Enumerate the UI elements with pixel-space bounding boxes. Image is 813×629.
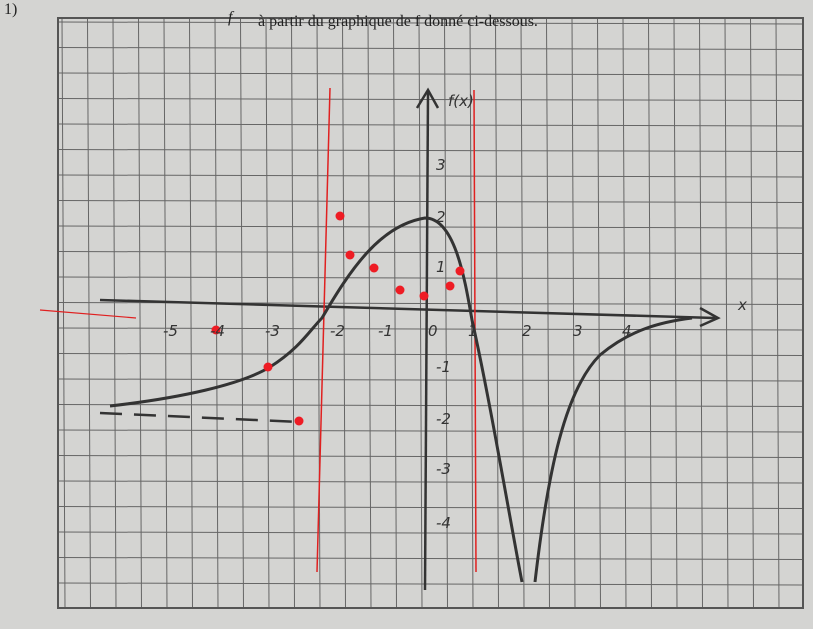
grid-line [57, 21, 804, 25]
red-mark [39, 309, 137, 319]
red-point [369, 263, 379, 273]
y-tick-label: 2 [436, 208, 446, 226]
grid-line [112, 17, 117, 609]
function-symbol: f [228, 9, 235, 26]
curve-right [533, 316, 693, 583]
grid-line [57, 455, 804, 458]
x-tick-label: -2 [330, 322, 345, 340]
x-tick-label: 1 [468, 322, 478, 340]
x-axis [99, 298, 716, 320]
grid-line [342, 17, 346, 609]
grid-line [57, 353, 804, 356]
x-tick-label: 0 [428, 322, 438, 340]
grid-line [61, 17, 66, 609]
tick-labels: -5 -4 -3 -2 -1 0 1 2 3 4 3 2 1 -1 -2 -3 -4 [163, 156, 632, 532]
x-tick-label: 3 [573, 322, 583, 340]
grid-line [57, 429, 804, 433]
x-tick-label: -5 [163, 322, 178, 340]
red-points [211, 211, 465, 426]
red-point [263, 362, 273, 372]
question-number: 1) [4, 1, 17, 18]
grid-line [597, 17, 601, 609]
grid-line [367, 17, 372, 609]
y-arrow [415, 87, 440, 109]
grid-line [265, 17, 270, 609]
x-tick-label: -1 [378, 322, 393, 340]
red-point [419, 291, 429, 301]
y-tick-label: -1 [436, 358, 451, 376]
x-tick-label: -3 [265, 322, 280, 340]
x-arrow [699, 306, 721, 328]
grid-line [393, 17, 397, 609]
grid-line [291, 17, 295, 609]
y-axis [423, 91, 430, 591]
grid-line [418, 17, 423, 609]
red-point [294, 416, 304, 426]
grid-line [673, 17, 678, 609]
grid-line [57, 557, 804, 560]
grid-line [57, 149, 804, 152]
asymptote-left [316, 87, 331, 573]
grid-line [57, 174, 804, 178]
grid-line [648, 17, 652, 609]
red-point [445, 281, 455, 291]
x-tick-label: 2 [522, 322, 532, 340]
grid-line [57, 582, 804, 586]
grid-frame [57, 17, 804, 609]
y-tick-label: 1 [436, 258, 446, 276]
red-point [211, 325, 221, 335]
curve-left [109, 216, 524, 583]
red-point [395, 285, 405, 295]
instruction: à partir du graphique de f donné ci-dess… [258, 13, 538, 30]
grid-line [444, 17, 448, 609]
grid-line [57, 98, 804, 101]
grid-line [163, 17, 168, 609]
red-point [345, 250, 355, 260]
grid-line [622, 17, 627, 609]
y-tick-label: -4 [436, 514, 451, 532]
grid [57, 17, 804, 609]
grid-line [138, 17, 142, 609]
grid-line [775, 17, 780, 609]
grid-line [57, 47, 804, 50]
grid-line [750, 17, 754, 609]
grid-line [724, 17, 729, 609]
grid-line [57, 404, 804, 407]
grid-line [57, 378, 804, 382]
grid-line [214, 17, 219, 609]
grid-line [57, 531, 804, 535]
grid-line [57, 327, 804, 331]
grid-line [57, 276, 804, 280]
x-tick-label: -4 [210, 322, 225, 340]
x-axis-name: x [737, 296, 747, 314]
grid-line [87, 17, 91, 609]
grid-line [57, 251, 804, 254]
x-tick-label: 4 [622, 322, 632, 340]
y-tick-label: -2 [436, 410, 451, 428]
grid-line [699, 17, 703, 609]
grid-line [316, 17, 321, 609]
grid-line [57, 200, 804, 203]
grid-line [495, 17, 499, 609]
grid-line [57, 225, 804, 229]
grid-line [57, 506, 804, 509]
red-point [455, 266, 465, 276]
y-axis-name: f(x) [448, 92, 474, 110]
y-tick-label: -3 [436, 460, 451, 478]
grid-line [189, 17, 193, 609]
red-point [335, 211, 345, 221]
y-tick-label: 3 [436, 156, 446, 174]
grid-line [57, 72, 804, 76]
grid-line [240, 17, 244, 609]
grid-line [57, 123, 804, 127]
grid-line [57, 480, 804, 484]
